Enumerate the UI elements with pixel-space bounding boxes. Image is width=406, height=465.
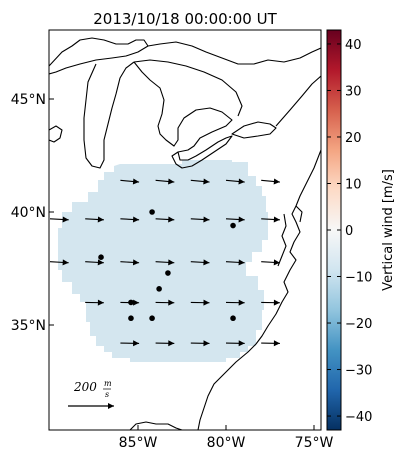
lat-tick-label: 40°N xyxy=(11,205,46,221)
lon-tick-label: 80°W xyxy=(207,435,246,451)
station-dot xyxy=(98,254,104,260)
station-dot xyxy=(230,315,236,321)
station-dot xyxy=(230,223,236,229)
station-dot xyxy=(128,315,134,321)
colorbar-tick-label: 10 xyxy=(345,177,362,192)
scale-value: 200 xyxy=(73,380,97,394)
colorbar-tick-label: 0 xyxy=(345,224,353,239)
station-dot xyxy=(149,209,155,215)
lat-tick-label: 35°N xyxy=(11,318,46,334)
lon-tick-label: 85°W xyxy=(119,435,158,451)
colorbar-tick-label: 20 xyxy=(345,131,362,146)
lon-tick-label: 75°W xyxy=(295,435,334,451)
scale-unit-numerator: m xyxy=(104,379,112,388)
colorbar-tick-label: −40 xyxy=(345,410,372,425)
station-dot xyxy=(128,300,134,306)
lat-tick-label: 45°N xyxy=(11,92,46,108)
colorbar-tick-label: 30 xyxy=(345,84,362,99)
map-title: 2013/10/18 00:00:00 UT xyxy=(93,10,277,28)
station-dot xyxy=(165,270,171,276)
colorbar-label: Vertical wind [m/s] xyxy=(381,169,396,291)
station-dot xyxy=(156,286,162,292)
scale-unit-denominator: s xyxy=(105,390,109,399)
station-dot xyxy=(149,315,155,321)
colorbar-tick-label: −20 xyxy=(345,317,372,332)
colorbar-tick-label: −30 xyxy=(345,364,372,379)
colorbar-tick-label: −10 xyxy=(345,271,372,286)
latitude-ticks: 45°N 40°N 35°N xyxy=(11,92,54,334)
colorbar-tick-label: 40 xyxy=(345,38,362,53)
